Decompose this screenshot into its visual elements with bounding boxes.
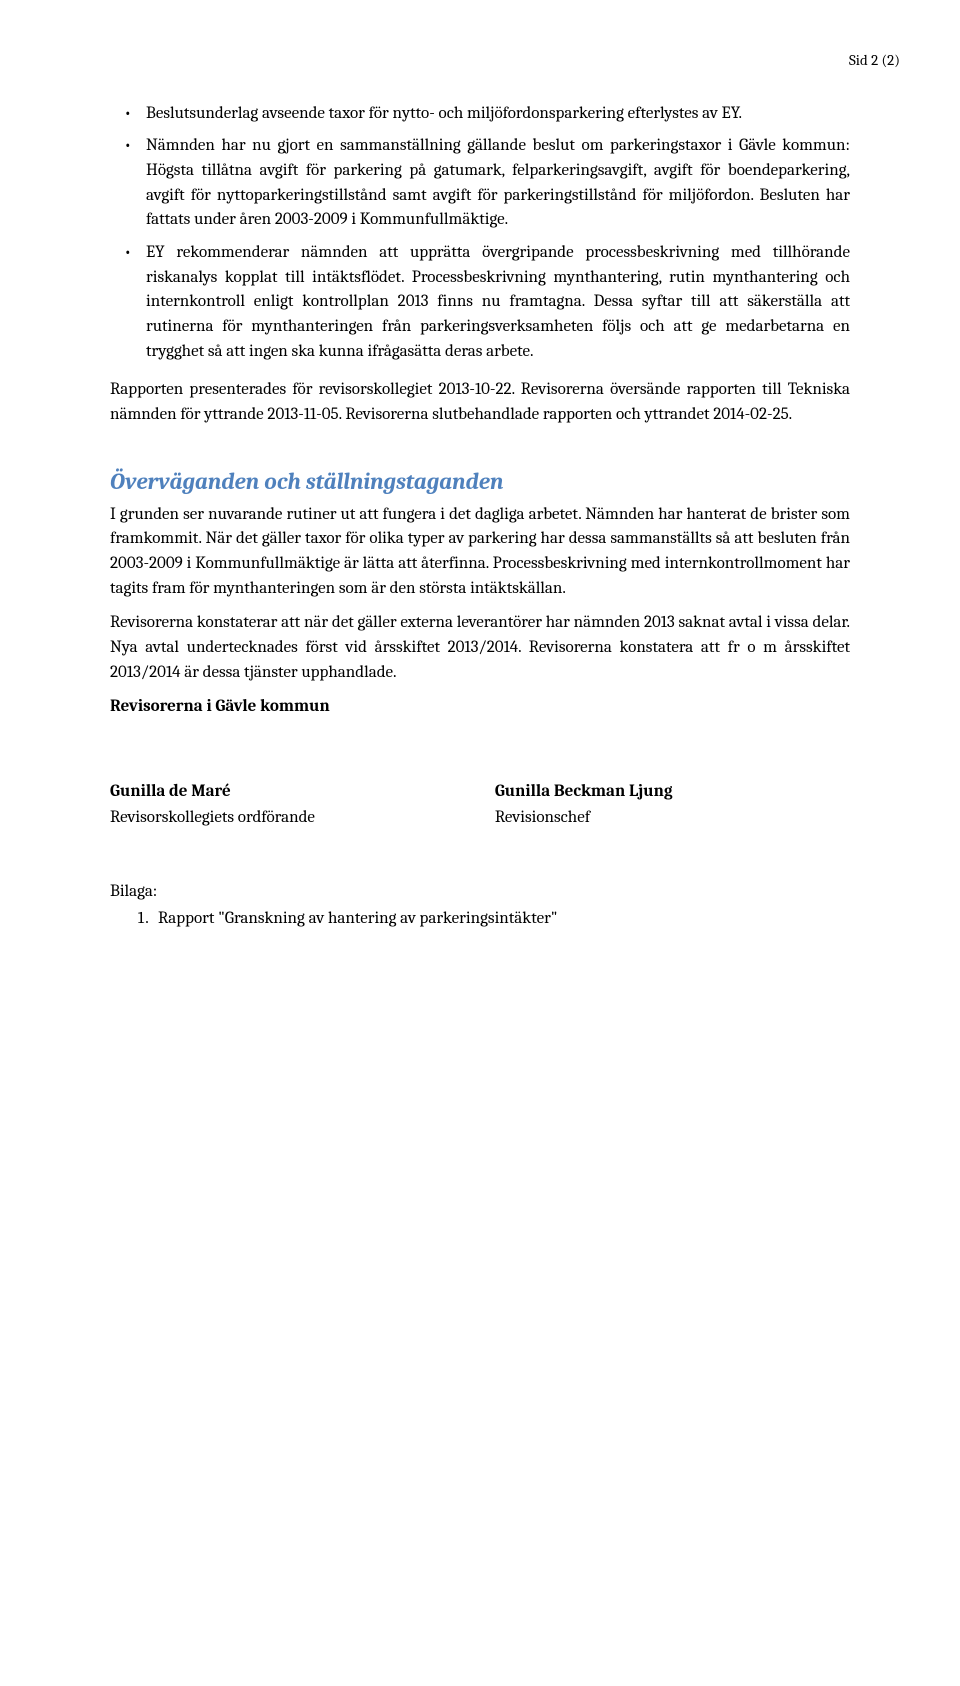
section-heading: Överväganden och ställningstaganden xyxy=(110,465,850,498)
signature-right: Gunilla Beckman Ljung Revisionschef xyxy=(495,780,850,830)
page-number: Sid 2 (2) xyxy=(110,50,900,72)
attachment-item: Rapport "Granskning av hantering av park… xyxy=(152,907,850,932)
signature-left: Gunilla de Maré Revisorskollegiets ordfö… xyxy=(110,780,465,830)
signer-title: Revisorskollegiets ordförande xyxy=(110,806,465,831)
paragraph: Rapporten presenterades för revisorskoll… xyxy=(110,378,850,427)
list-item: Beslutsunderlag avseende taxor för nytto… xyxy=(110,102,850,127)
signer-name: Gunilla de Maré xyxy=(110,780,465,805)
list-item: EY rekommenderar nämnden att upprätta öv… xyxy=(110,241,850,364)
signer-name: Gunilla Beckman Ljung xyxy=(495,780,850,805)
signer-title: Revisionschef xyxy=(495,806,850,831)
attachment-list: Rapport "Granskning av hantering av park… xyxy=(110,907,850,932)
revisors-label: Revisorerna i Gävle kommun xyxy=(110,695,850,720)
attachment-block: Bilaga: Rapport "Granskning av hantering… xyxy=(110,880,850,931)
bullet-list: Beslutsunderlag avseende taxor för nytto… xyxy=(110,102,850,364)
attachment-label: Bilaga: xyxy=(110,880,850,905)
signature-block: Gunilla de Maré Revisorskollegiets ordfö… xyxy=(110,780,850,830)
paragraph: I grunden ser nuvarande rutiner ut att f… xyxy=(110,503,850,602)
paragraph: Revisorerna konstaterar att när det gäll… xyxy=(110,611,850,685)
list-item: Nämnden har nu gjort en sammanställning … xyxy=(110,134,850,233)
